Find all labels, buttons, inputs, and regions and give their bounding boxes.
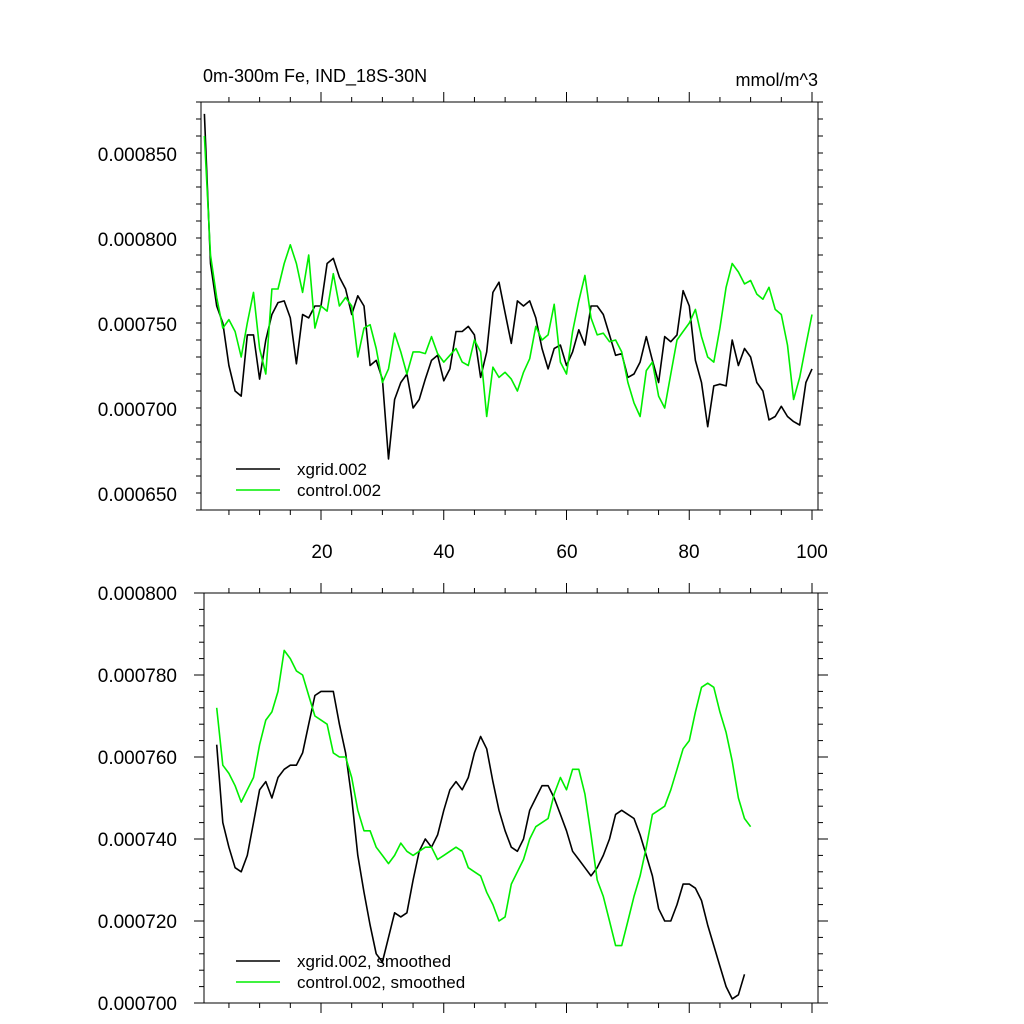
top-x-tick-label: 100 [796, 542, 828, 563]
bottom-legend: xgrid.002, smoothed control.002, smoothe… [236, 952, 465, 992]
top-x-tick-label: 20 [311, 542, 332, 563]
bottom-plot-frame [203, 592, 819, 1004]
bottom-y-tick-label: 0.000700 [98, 994, 177, 1015]
top-y-tick-label: 0.000700 [98, 400, 177, 421]
top-y-tick-label: 0.000650 [98, 485, 177, 506]
legend-label-xgrid: xgrid.002 [297, 460, 367, 479]
top-y-tick-label: 0.000850 [98, 145, 177, 166]
legend-label-control: control.002 [297, 481, 381, 500]
top-y-tick-label: 0.000800 [98, 230, 177, 251]
bottom-y-tick-label: 0.000780 [98, 666, 177, 687]
top-ticks [196, 92, 823, 520]
top-x-tick-label: 80 [678, 542, 699, 563]
bottom-y-tick-label: 0.000760 [98, 748, 177, 769]
series-line-control [215, 649, 752, 947]
bottom-y-tick-label: 0.000740 [98, 830, 177, 851]
top-units-label: mmol/m^3 [736, 70, 818, 90]
series-line-control [203, 135, 813, 418]
bottom-y-tick-label: 0.000800 [98, 584, 177, 605]
bottom-ticks [194, 583, 828, 1013]
top-y-tick-label: 0.000750 [98, 315, 177, 336]
top-chart-title: 0m-300m Fe, IND_18S-30N [203, 66, 427, 87]
legend-label-xgrid-smoothed: xgrid.002, smoothed [297, 952, 451, 971]
top-x-tick-label: 40 [433, 542, 454, 563]
top-panel: 0m-300m Fe, IND_18S-30N mmol/m^3 0.00085… [98, 66, 828, 563]
top-legend: xgrid.002 control.002 [236, 460, 381, 500]
bottom-series-group [215, 649, 752, 1000]
series-line-xgrid [215, 690, 746, 1000]
top-series-group [203, 113, 813, 460]
top-plot-frame [200, 101, 819, 511]
series-line-xgrid [203, 113, 813, 460]
legend-label-control-smoothed: control.002, smoothed [297, 973, 465, 992]
top-x-tick-label: 60 [556, 542, 577, 563]
bottom-panel: 0.000800 0.000780 0.000760 0.000740 0.00… [98, 583, 828, 1015]
bottom-y-tick-label: 0.000720 [98, 912, 177, 933]
